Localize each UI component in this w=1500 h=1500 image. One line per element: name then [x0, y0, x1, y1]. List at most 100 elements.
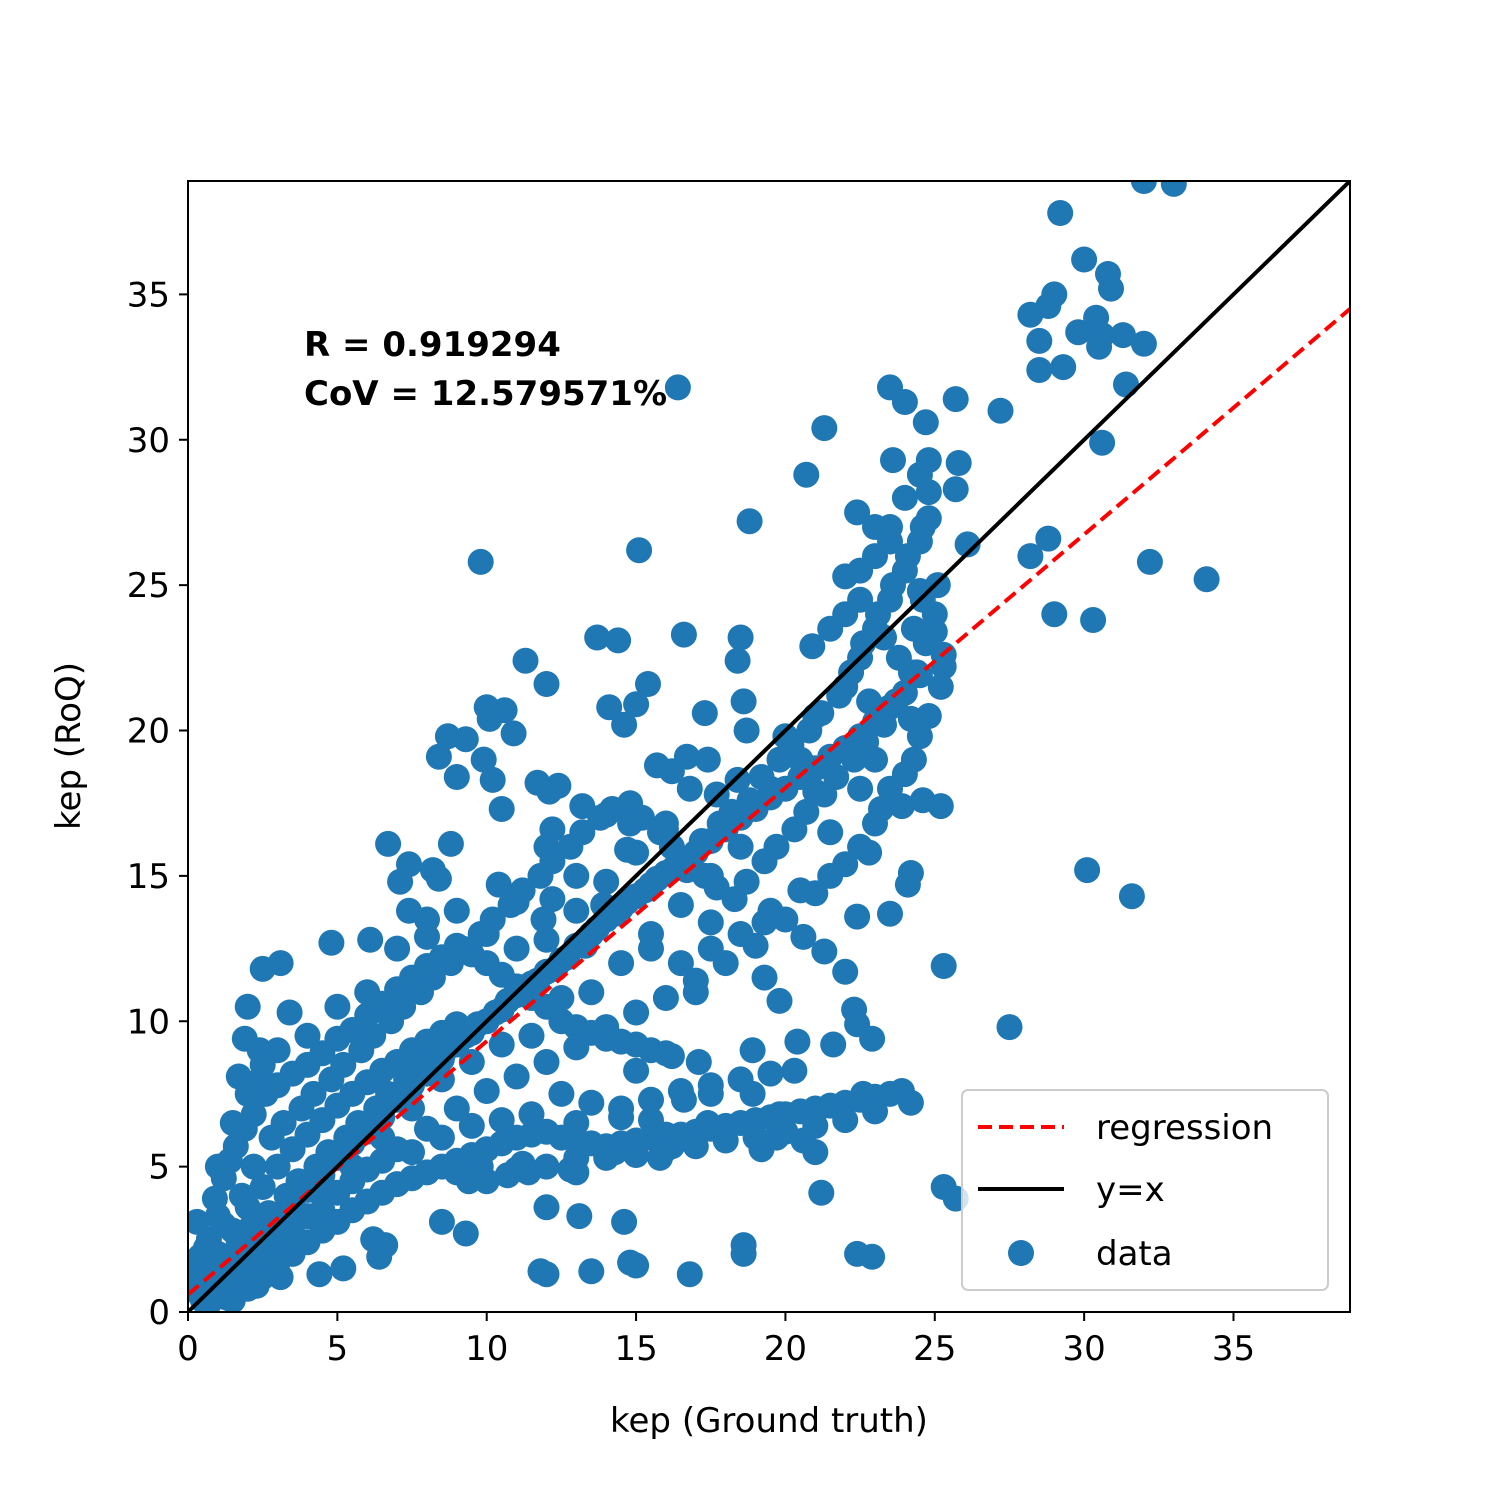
reference-lines: [188, 181, 1350, 1312]
data-point: [369, 1147, 396, 1174]
data-point: [623, 999, 650, 1026]
data-point: [638, 1086, 664, 1113]
data-point: [727, 921, 754, 947]
data-point: [518, 1101, 545, 1128]
data-point: [847, 833, 874, 860]
data-point: [414, 906, 440, 933]
data-point: [623, 691, 650, 718]
data-point: [894, 543, 921, 570]
data-point: [724, 647, 751, 674]
data-point: [1074, 857, 1101, 884]
data-point: [1050, 354, 1077, 381]
data-point: [996, 1014, 1023, 1041]
data-point: [593, 868, 620, 895]
data-point: [509, 877, 536, 904]
data-point: [330, 1255, 357, 1282]
data-point: [667, 950, 694, 977]
data-point: [315, 1139, 342, 1166]
y-tick-label: 20: [127, 712, 170, 752]
data-point: [927, 673, 954, 700]
data-point: [1118, 883, 1145, 910]
data-point: [942, 476, 969, 503]
data-point: [942, 386, 969, 413]
data-point: [285, 1168, 312, 1195]
data-point: [652, 1136, 679, 1163]
data-point: [1041, 601, 1068, 628]
data-point: [201, 1185, 228, 1212]
data-point: [697, 935, 724, 962]
data-point: [240, 1101, 267, 1128]
data-point: [488, 796, 515, 822]
x-axis-ticks: 0 5 10 15 20 25 30 35: [177, 1312, 1255, 1369]
data-point: [891, 484, 918, 511]
data-point: [847, 775, 874, 802]
data-point: [676, 1261, 703, 1288]
data-point: [891, 389, 918, 415]
data-point: [1080, 607, 1107, 633]
data-point: [909, 514, 936, 540]
data-point: [249, 955, 276, 982]
data-point: [817, 862, 844, 889]
annotation-r: R = 0.919294: [304, 325, 561, 365]
data-point: [357, 926, 384, 953]
data-point: [611, 1208, 638, 1235]
data-point: [539, 848, 566, 875]
annotation-cov: CoV = 12.579571%: [304, 374, 667, 414]
x-tick-label: 15: [614, 1329, 657, 1369]
data-point: [264, 1153, 291, 1180]
data-point: [428, 1124, 455, 1151]
data-point: [276, 999, 303, 1026]
data-point: [930, 953, 957, 979]
data-point: [832, 601, 859, 628]
data-point: [569, 819, 596, 846]
x-tick-label: 5: [327, 1329, 349, 1369]
data-point: [697, 1072, 724, 1099]
data-point: [906, 461, 933, 488]
data-point: [437, 830, 464, 857]
data-point: [399, 1139, 425, 1166]
data-point: [533, 1194, 560, 1221]
data-point: [425, 865, 452, 892]
data-point: [1026, 357, 1053, 383]
x-tick-label: 30: [1063, 1329, 1106, 1369]
data-point: [658, 758, 685, 785]
data-point: [844, 499, 871, 526]
data-point: [987, 397, 1014, 424]
data-point: [566, 1203, 593, 1230]
x-tick-label: 35: [1212, 1329, 1255, 1369]
data-point: [428, 1208, 455, 1235]
data-point: [279, 1223, 306, 1250]
data-point: [844, 903, 871, 930]
data-point: [500, 720, 527, 747]
legend-regression-label: regression: [1096, 1108, 1273, 1148]
data-point: [623, 1142, 650, 1168]
data-point: [793, 798, 820, 825]
data-point: [623, 839, 650, 866]
data-point: [611, 711, 638, 738]
data-point: [443, 1095, 470, 1122]
data-point: [823, 764, 850, 790]
data-point: [360, 1022, 387, 1049]
data-point: [249, 1051, 276, 1078]
data-point: [623, 1252, 650, 1279]
data-point: [596, 694, 623, 721]
data-point: [667, 1078, 694, 1104]
data-point: [1086, 333, 1113, 360]
y-tick-label: 30: [127, 421, 170, 461]
data-point: [563, 862, 590, 889]
data-point: [799, 633, 826, 660]
data-point: [865, 601, 891, 628]
data-point: [730, 1240, 757, 1267]
data-point: [638, 935, 664, 962]
x-tick-label: 0: [177, 1329, 199, 1369]
data-point: [781, 1057, 808, 1084]
data-point: [685, 1049, 712, 1075]
data-point: [652, 985, 679, 1011]
data-point: [443, 1159, 470, 1186]
data-point: [742, 1124, 769, 1151]
data-point: [853, 729, 880, 756]
y-tick-label: 0: [148, 1293, 170, 1333]
data-point: [518, 1022, 545, 1049]
data-point: [249, 1243, 276, 1270]
